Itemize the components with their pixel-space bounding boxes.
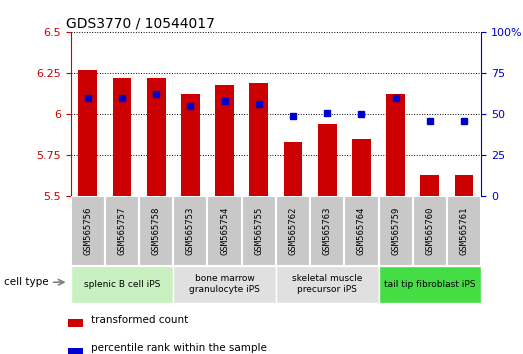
Text: GSM565757: GSM565757: [118, 207, 127, 255]
Bar: [276, 196, 310, 266]
Bar: [69, 319, 83, 327]
Text: GSM565760: GSM565760: [425, 207, 434, 255]
Bar: [78, 70, 97, 196]
Bar: [173, 266, 276, 303]
Bar: [386, 95, 405, 196]
Bar: [139, 196, 173, 266]
Bar: [215, 85, 234, 196]
Text: GSM565753: GSM565753: [186, 207, 195, 255]
Bar: [242, 196, 276, 266]
Text: GDS3770 / 10544017: GDS3770 / 10544017: [66, 17, 215, 31]
Text: transformed count: transformed count: [91, 314, 188, 325]
Bar: [318, 124, 337, 196]
Bar: [173, 196, 208, 266]
Bar: [310, 196, 344, 266]
Bar: [112, 78, 131, 196]
Bar: [69, 348, 83, 354]
Bar: [420, 175, 439, 196]
Text: tail tip fibroblast iPS: tail tip fibroblast iPS: [384, 280, 475, 289]
Text: GSM565761: GSM565761: [460, 207, 469, 255]
Text: GSM565764: GSM565764: [357, 207, 366, 255]
Text: GSM565758: GSM565758: [152, 207, 161, 255]
Bar: [283, 142, 302, 196]
Bar: [379, 266, 481, 303]
Text: bone marrow
granulocyte iPS: bone marrow granulocyte iPS: [189, 274, 260, 294]
Bar: [454, 175, 473, 196]
Bar: [276, 266, 379, 303]
Bar: [344, 196, 379, 266]
Text: GSM565763: GSM565763: [323, 207, 332, 255]
Text: GSM565759: GSM565759: [391, 207, 400, 255]
Text: GSM565762: GSM565762: [289, 207, 298, 255]
Text: cell type: cell type: [4, 277, 48, 287]
Bar: [71, 266, 173, 303]
Bar: [147, 78, 166, 196]
Text: skeletal muscle
precursor iPS: skeletal muscle precursor iPS: [292, 274, 362, 294]
Bar: [71, 196, 105, 266]
Bar: [413, 196, 447, 266]
Bar: [105, 196, 139, 266]
Text: GSM565755: GSM565755: [254, 207, 263, 255]
Bar: [249, 83, 268, 196]
Text: GSM565756: GSM565756: [83, 207, 92, 255]
Text: GSM565754: GSM565754: [220, 207, 229, 255]
Bar: [352, 139, 371, 196]
Bar: [447, 196, 481, 266]
Bar: [379, 196, 413, 266]
Text: splenic B cell iPS: splenic B cell iPS: [84, 280, 160, 289]
Bar: [181, 95, 200, 196]
Text: percentile rank within the sample: percentile rank within the sample: [91, 343, 267, 353]
Bar: [208, 196, 242, 266]
